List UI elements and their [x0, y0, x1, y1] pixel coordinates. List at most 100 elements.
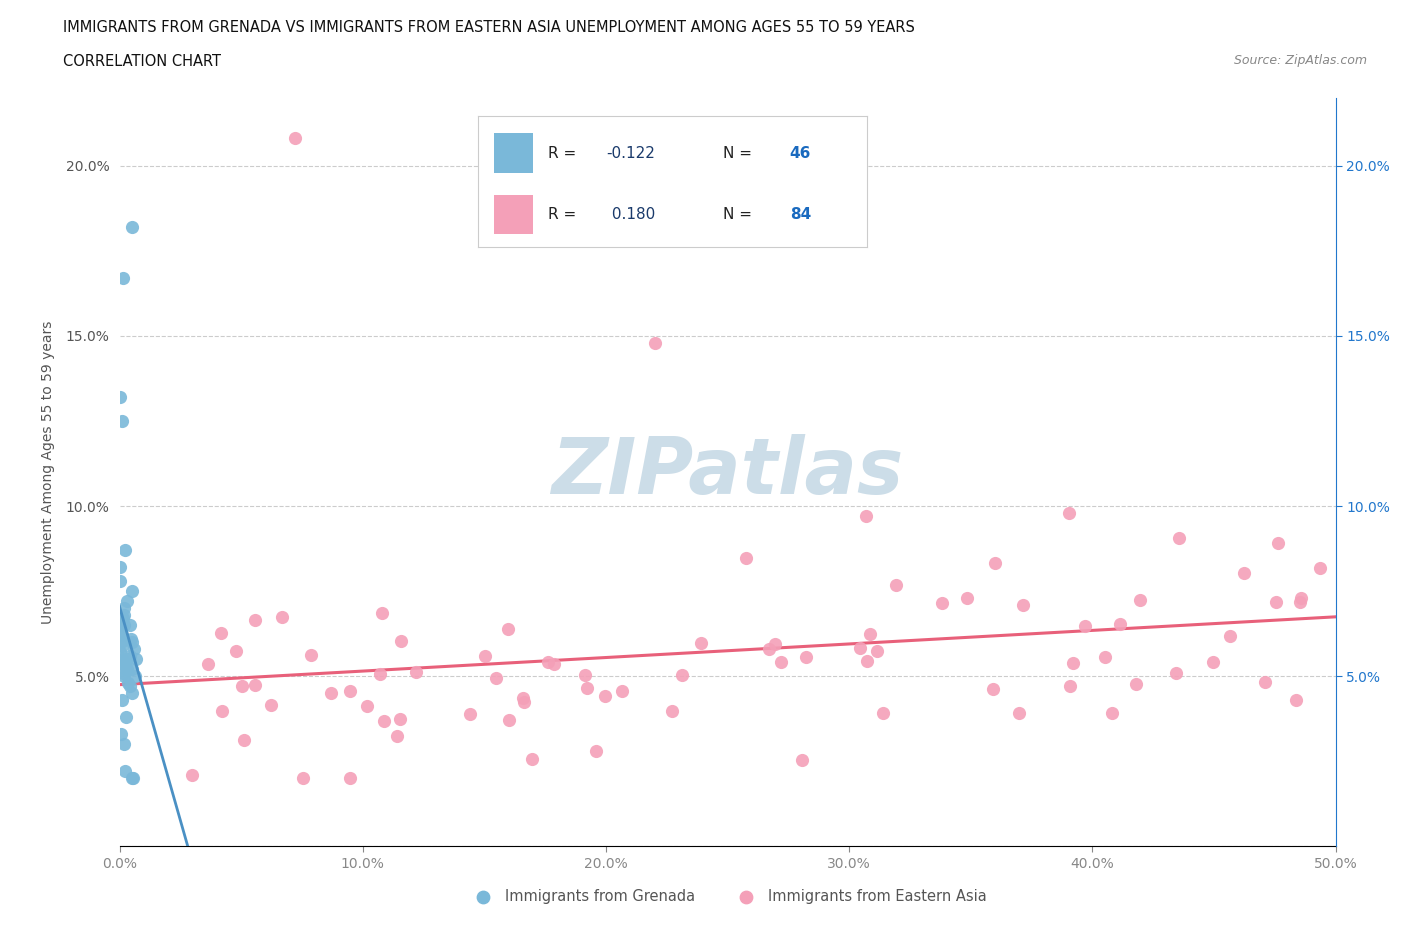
- Point: [585, 744, 607, 759]
- Point: [984, 555, 1007, 570]
- Y-axis label: Unemployment Among Ages 55 to 59 years: Unemployment Among Ages 55 to 59 years: [41, 320, 55, 624]
- Point: [115, 652, 138, 667]
- Point: [110, 628, 132, 643]
- Point: [661, 704, 683, 719]
- Point: [1059, 679, 1081, 694]
- Point: [121, 584, 143, 599]
- Point: [735, 551, 758, 565]
- Point: [339, 684, 361, 698]
- Point: [111, 652, 134, 667]
- Point: [856, 653, 879, 668]
- Point: [114, 543, 136, 558]
- Point: [111, 655, 134, 670]
- Point: [110, 611, 132, 626]
- Point: [121, 634, 143, 649]
- Point: [1062, 656, 1084, 671]
- Text: Source: ZipAtlas.com: Source: ZipAtlas.com: [1233, 54, 1367, 67]
- Point: [371, 605, 394, 620]
- Point: [112, 669, 135, 684]
- Point: [233, 733, 256, 748]
- Point: [225, 644, 247, 658]
- Point: [931, 595, 953, 610]
- Point: [512, 691, 534, 706]
- Point: [112, 601, 135, 616]
- Text: ZIPatlas: ZIPatlas: [551, 434, 904, 510]
- Point: [496, 621, 519, 636]
- Point: [405, 665, 427, 680]
- Point: [108, 574, 131, 589]
- Point: [763, 637, 786, 652]
- Point: [1101, 706, 1123, 721]
- Point: [299, 647, 322, 662]
- Point: [575, 680, 598, 695]
- Point: [108, 644, 131, 659]
- Point: [644, 335, 666, 350]
- Point: [108, 560, 131, 575]
- Legend: Immigrants from Grenada, Immigrants from Eastern Asia: Immigrants from Grenada, Immigrants from…: [463, 884, 993, 910]
- Point: [1254, 675, 1277, 690]
- Point: [458, 707, 481, 722]
- Text: CORRELATION CHART: CORRELATION CHART: [63, 54, 221, 69]
- Point: [537, 655, 560, 670]
- Point: [370, 666, 392, 681]
- Point: [111, 638, 134, 653]
- Point: [112, 618, 135, 632]
- Point: [474, 648, 496, 663]
- Point: [796, 649, 818, 664]
- Point: [1057, 506, 1080, 521]
- Point: [595, 689, 617, 704]
- Point: [671, 668, 693, 683]
- Point: [790, 753, 813, 768]
- Point: [110, 614, 132, 629]
- Point: [112, 607, 135, 622]
- Point: [319, 685, 342, 700]
- Point: [121, 219, 143, 234]
- Point: [956, 591, 979, 605]
- Point: [271, 609, 294, 624]
- Point: [243, 677, 266, 692]
- Point: [112, 665, 135, 680]
- Point: [110, 634, 132, 649]
- Point: [114, 710, 136, 724]
- Point: [1074, 618, 1097, 633]
- Point: [1219, 629, 1241, 644]
- Point: [121, 771, 143, 786]
- Point: [872, 705, 894, 720]
- Point: [389, 711, 412, 726]
- Point: [112, 611, 135, 626]
- Point: [121, 685, 143, 700]
- Point: [1129, 593, 1152, 608]
- Point: [125, 652, 148, 667]
- Point: [211, 704, 233, 719]
- Point: [1267, 536, 1289, 551]
- Point: [1168, 531, 1191, 546]
- Text: IMMIGRANTS FROM GRENADA VS IMMIGRANTS FROM EASTERN ASIA UNEMPLOYMENT AMONG AGES : IMMIGRANTS FROM GRENADA VS IMMIGRANTS FR…: [63, 20, 915, 35]
- Point: [115, 594, 138, 609]
- Point: [121, 662, 143, 677]
- Point: [610, 683, 633, 698]
- Point: [124, 642, 146, 657]
- Point: [1289, 591, 1312, 605]
- Point: [356, 698, 378, 713]
- Point: [1008, 706, 1031, 721]
- Point: [1265, 594, 1288, 609]
- Point: [120, 631, 142, 646]
- Point: [110, 618, 132, 632]
- Point: [117, 675, 139, 690]
- Point: [859, 626, 882, 641]
- Point: [855, 509, 877, 524]
- Point: [111, 693, 134, 708]
- Point: [485, 671, 508, 685]
- Point: [111, 414, 134, 429]
- Point: [574, 668, 596, 683]
- Point: [112, 737, 135, 751]
- Point: [260, 698, 283, 712]
- Point: [373, 713, 395, 728]
- Point: [110, 624, 132, 639]
- Point: [389, 634, 412, 649]
- Point: [1233, 565, 1256, 580]
- Point: [758, 642, 780, 657]
- Point: [231, 678, 253, 693]
- Point: [1011, 597, 1033, 612]
- Point: [114, 764, 136, 779]
